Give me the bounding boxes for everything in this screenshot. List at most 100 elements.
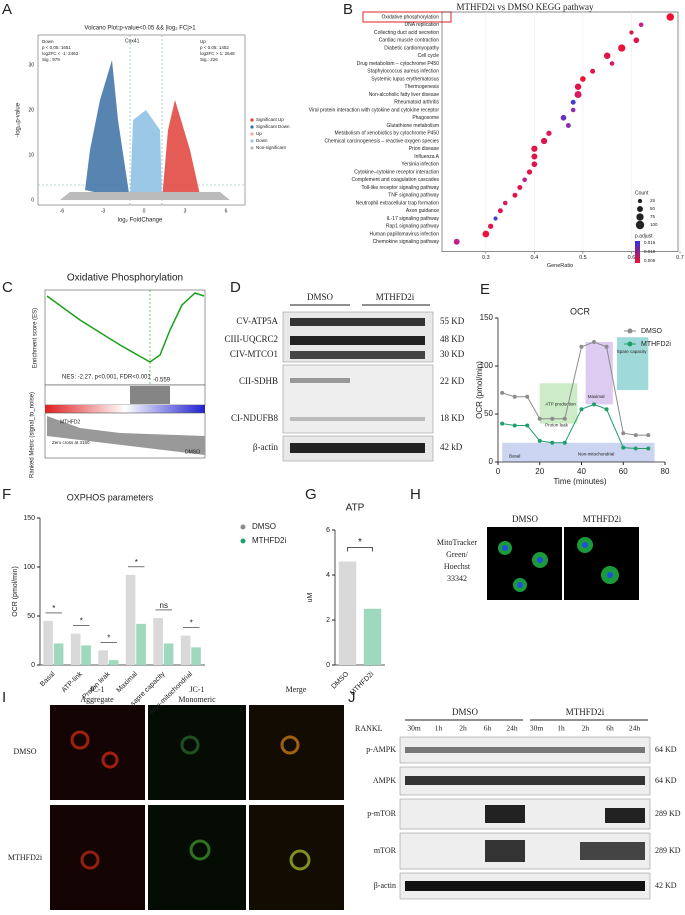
- x-tick-label: 60: [619, 467, 628, 476]
- label: 6: [225, 208, 228, 214]
- y-tick-label: Complement and coagulation cascades: [351, 177, 439, 183]
- label: -6: [60, 208, 65, 214]
- label: CV-ATP5A: [236, 316, 278, 326]
- x-tick-label: 0.3: [482, 255, 490, 261]
- y-tick-label: 0: [31, 662, 35, 669]
- label: 30m: [407, 724, 421, 733]
- label: 1h: [557, 724, 565, 733]
- significance: *: [80, 617, 83, 626]
- legend-dot: [250, 146, 254, 150]
- panel-letter: F: [2, 486, 11, 503]
- label: 64 KD: [655, 745, 677, 754]
- x-tick-label: 0.6: [628, 255, 636, 261]
- label: MTHFD2i: [376, 292, 415, 302]
- significance: ns: [160, 601, 168, 610]
- y-tick-label: IL-17 signaling pathway: [386, 216, 439, 222]
- label: Count: [635, 190, 649, 196]
- plot-frame: [441, 11, 679, 252]
- bar: [153, 617, 163, 665]
- y-tick-label: 0: [489, 457, 494, 466]
- significance: *: [135, 558, 138, 567]
- blot-oxphos-art: [282, 311, 434, 462]
- label: Merge: [286, 685, 307, 694]
- bar: [43, 620, 53, 665]
- y-tick-label: 4: [326, 572, 330, 579]
- x-tick-label: DMSO: [330, 670, 350, 690]
- label: -3: [101, 208, 106, 214]
- label: CIII-UQCRC2: [225, 334, 279, 344]
- dot: [565, 123, 571, 128]
- label: OCR (pmol/min): [12, 566, 19, 617]
- label: 0.005: [644, 258, 656, 263]
- y-tick-label: Yersinia infection: [401, 162, 439, 168]
- label: Significant Down: [256, 124, 290, 129]
- label: Hoechst: [444, 562, 471, 571]
- y-tick-label: Cytokine–cytokine receptor interaction: [354, 169, 439, 175]
- label: MTHFD2: [60, 419, 80, 425]
- dot: [531, 145, 538, 152]
- point: [621, 445, 626, 450]
- label: 42 KD: [655, 881, 677, 890]
- label: Aggregate: [80, 695, 114, 704]
- legend-marker: [240, 538, 246, 544]
- dot: [633, 37, 640, 44]
- label: ATP production: [545, 402, 576, 407]
- bar: [363, 608, 382, 665]
- label: 33342: [447, 574, 467, 583]
- dot: [638, 22, 644, 28]
- dot: [497, 208, 503, 214]
- label: Oxidative Phosphorylation: [67, 273, 183, 284]
- label: Sig.: 979: [42, 57, 60, 62]
- label: 30 KD: [440, 349, 465, 359]
- y-tick-label: Collecting duct acid secretion: [374, 30, 439, 36]
- legend-dot: [250, 118, 254, 122]
- bar: [163, 643, 174, 665]
- point: [562, 440, 567, 445]
- label: 2h: [582, 724, 590, 733]
- y-tick-label: Human papillomavirus infection: [370, 231, 440, 237]
- dot: [493, 216, 498, 221]
- y-tick-label: Oxidative phosphorylation: [381, 14, 439, 20]
- point: [633, 446, 638, 451]
- dot: [590, 68, 596, 74]
- point: [579, 407, 584, 412]
- label: 0: [31, 197, 34, 203]
- bar: [191, 647, 201, 665]
- label: Monomeric: [178, 695, 216, 704]
- label: 289 KD: [655, 846, 681, 855]
- label: mTOR: [374, 846, 397, 855]
- label: JC-1: [189, 685, 204, 694]
- panel-letter: A: [2, 1, 12, 18]
- dot: [580, 76, 586, 82]
- label: AMPK: [373, 776, 396, 785]
- x-tick-label: Basal: [39, 670, 57, 688]
- x-tick-label: 40: [577, 467, 586, 476]
- dot: [570, 107, 576, 113]
- panel-letter: E: [480, 281, 490, 298]
- label: 1h: [435, 724, 443, 733]
- legend-label: MTHFD2i: [641, 341, 671, 348]
- dot: [531, 161, 538, 168]
- dot: [609, 61, 615, 66]
- x-tick-label: 80: [661, 467, 670, 476]
- legend-dot: [250, 125, 254, 129]
- dot: [574, 90, 582, 99]
- label: Volcano Plot:p-value<0.05 && |log₂ FC|>1: [84, 26, 196, 32]
- dot: [666, 13, 675, 21]
- significance: *: [52, 604, 55, 613]
- mito-art: [487, 527, 639, 600]
- label: 0.015: [644, 240, 656, 245]
- dot: [574, 83, 582, 91]
- panel-letter: I: [2, 689, 6, 706]
- label: p < 0.05: 1651: [42, 45, 71, 50]
- jc1-art: [50, 705, 344, 910]
- x-tick-label: 0: [496, 467, 501, 476]
- gsea-art: [44, 289, 206, 459]
- label: Significant Up: [256, 117, 284, 122]
- region: [585, 342, 613, 405]
- series-line: [502, 341, 649, 436]
- point: [537, 416, 542, 421]
- y-tick-label: Prion disease: [409, 146, 440, 152]
- region: [616, 337, 649, 390]
